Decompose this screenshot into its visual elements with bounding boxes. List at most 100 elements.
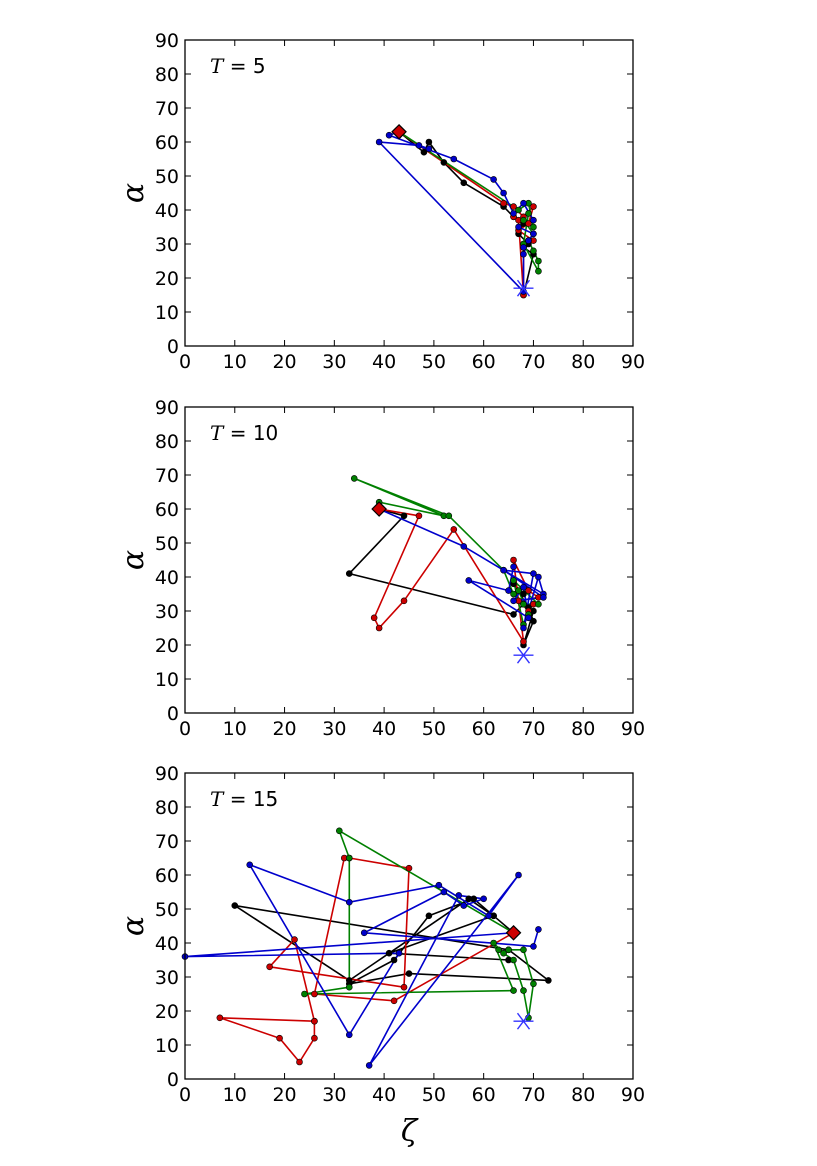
x-tick-label: 70 [521, 1084, 545, 1106]
x-tick-label: 90 [621, 1084, 645, 1106]
data-point [311, 1017, 318, 1025]
x-tick-label: 80 [571, 718, 595, 740]
data-point [415, 142, 423, 149]
data-point [510, 577, 517, 584]
data-point [350, 475, 358, 482]
data-point [525, 587, 532, 594]
x-tick-label: 30 [322, 1084, 346, 1106]
data-point [535, 267, 542, 275]
data-point [510, 611, 517, 618]
data-point [405, 864, 413, 872]
data-point [465, 895, 473, 903]
data-point [460, 543, 468, 550]
data-point [425, 145, 433, 153]
y-tick-label: 40 [155, 567, 179, 589]
x-tick-label: 10 [223, 1084, 247, 1106]
chart-panel-1: 0 10 20 30 40 50 60 70 80 90 0 10 20 30 40 50 60 70 80 90 α T… [116, 30, 645, 373]
data-point [420, 148, 428, 156]
data-point [510, 556, 517, 564]
x-tick-label: 0 [179, 1084, 191, 1106]
x-tick-label: 40 [372, 1084, 396, 1106]
y-tick-label: 70 [155, 98, 179, 120]
data-point [520, 624, 527, 632]
data-point [515, 587, 522, 594]
x-tick-label: 70 [521, 351, 545, 373]
data-point [345, 898, 353, 906]
data-point [246, 861, 254, 869]
x-tick-label: 50 [422, 718, 446, 740]
data-point [530, 980, 537, 988]
data-point [266, 963, 273, 971]
data-point [520, 946, 527, 954]
y-tick-label: 20 [155, 635, 179, 657]
start-diamond-marker [371, 501, 387, 517]
target-star-marker [513, 279, 534, 297]
data-point [490, 939, 497, 947]
data-point [520, 199, 527, 207]
plot-frame [184, 406, 634, 714]
data-point [465, 577, 473, 584]
data-point [405, 970, 413, 977]
data-point [365, 1062, 373, 1069]
data-point [400, 597, 408, 605]
data-point [395, 949, 403, 957]
chart-panel-3: 0 10 20 30 40 50 60 70 80 90 0 10 20 30 40 50 60 70 80 90 α ζ… [116, 763, 645, 1149]
start-diamond-marker [391, 123, 407, 140]
y-tick-label: 80 [155, 797, 179, 819]
data-point [345, 854, 353, 862]
data-point [540, 594, 547, 601]
data-point [276, 1034, 283, 1042]
y-tick-label: 50 [155, 899, 179, 921]
data-point [525, 237, 532, 244]
data-point [450, 155, 458, 163]
plot-frame [184, 39, 634, 347]
data-point [510, 956, 517, 964]
series-line [184, 863, 540, 1067]
target-star-stroke [516, 279, 531, 297]
data-point [535, 926, 542, 933]
target-star-marker [513, 1012, 534, 1030]
y-tick-label: 10 [155, 302, 179, 324]
x-tick-label: 60 [472, 351, 496, 373]
data-point [231, 902, 239, 909]
y-tick-label: 70 [155, 465, 179, 487]
plot-frame [184, 772, 634, 1080]
x-tick-label: 90 [621, 718, 645, 740]
data-point [440, 159, 448, 166]
data-point [520, 244, 527, 251]
data-point [345, 1031, 353, 1039]
data-point [535, 600, 542, 608]
target-star-stroke [516, 1012, 531, 1030]
data-point [510, 563, 517, 571]
y-tick-label: 90 [155, 30, 179, 52]
data-point [520, 638, 527, 645]
x-tick-label: 10 [223, 718, 247, 740]
y-tick-label: 90 [155, 763, 179, 785]
data-point [515, 223, 522, 231]
y-tick-label: 10 [155, 1035, 179, 1057]
x-tick-label: 60 [472, 718, 496, 740]
data-point [400, 512, 408, 520]
data-point [530, 230, 537, 238]
data-point [415, 512, 423, 520]
y-tick-label: 30 [155, 601, 179, 623]
data-point [510, 597, 517, 605]
data-point [525, 220, 532, 227]
y-tick-label: 40 [155, 933, 179, 955]
data-point [500, 566, 507, 574]
data-point [495, 946, 502, 954]
data-point [445, 512, 453, 520]
data-point [545, 977, 552, 984]
data-point [535, 257, 542, 265]
data-point [291, 936, 298, 943]
y-axis-label: α [116, 550, 151, 570]
data-point [500, 949, 507, 957]
y-tick-label: 60 [155, 499, 179, 521]
data-point [510, 987, 517, 994]
target-star-marker [513, 646, 534, 664]
chart-panel-2: 0 10 20 30 40 50 60 70 80 90 0 10 20 30 40 50 60 70 80 90 α T… [116, 397, 645, 740]
data-point [530, 223, 537, 231]
y-tick-label: 40 [155, 200, 179, 222]
data-point [370, 614, 378, 622]
